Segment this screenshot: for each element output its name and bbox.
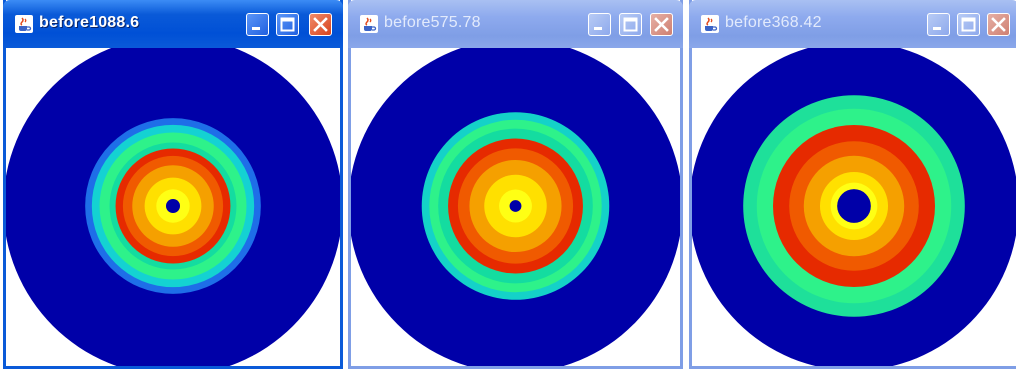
- maximize-icon: [623, 17, 638, 32]
- java-cup-icon: [360, 15, 378, 33]
- minimize-icon: [594, 27, 602, 30]
- minimize-button[interactable]: [246, 13, 269, 36]
- minimize-icon: [252, 27, 260, 30]
- concentric-ring-plot: [351, 48, 680, 366]
- maximize-icon: [961, 17, 976, 32]
- java-cup-icon: [701, 15, 719, 33]
- plot-canvas: [6, 48, 340, 366]
- plot-canvas: [351, 48, 680, 366]
- title-bar[interactable]: before1088.6: [3, 0, 343, 48]
- close-icon: [654, 17, 669, 32]
- java-cup-icon: [15, 15, 33, 33]
- window-title: before368.42: [725, 14, 822, 31]
- window-before1088: before1088.6: [3, 0, 343, 369]
- minimize-icon: [933, 27, 941, 30]
- title-bar[interactable]: before368.42: [689, 0, 1016, 48]
- close-icon: [991, 17, 1006, 32]
- concentric-ring-plot: [692, 48, 1016, 366]
- ring-10: [165, 198, 181, 214]
- close-button[interactable]: [650, 13, 673, 36]
- window-before575: before575.78: [348, 0, 683, 369]
- close-button[interactable]: [309, 13, 332, 36]
- ring-9: [509, 200, 522, 212]
- close-button[interactable]: [987, 13, 1010, 36]
- close-icon: [313, 17, 328, 32]
- minimize-button[interactable]: [588, 13, 611, 36]
- maximize-button[interactable]: [957, 13, 980, 36]
- maximize-icon: [280, 17, 295, 32]
- window-before368: before368.42: [689, 0, 1016, 369]
- minimize-button[interactable]: [927, 13, 950, 36]
- maximize-button[interactable]: [276, 13, 299, 36]
- title-bar[interactable]: before575.78: [348, 0, 683, 48]
- concentric-ring-plot: [6, 48, 340, 366]
- ring-8: [837, 189, 871, 223]
- maximize-button[interactable]: [619, 13, 642, 36]
- plot-canvas: [692, 48, 1016, 366]
- window-title: before1088.6: [39, 14, 140, 31]
- window-title: before575.78: [384, 14, 481, 31]
